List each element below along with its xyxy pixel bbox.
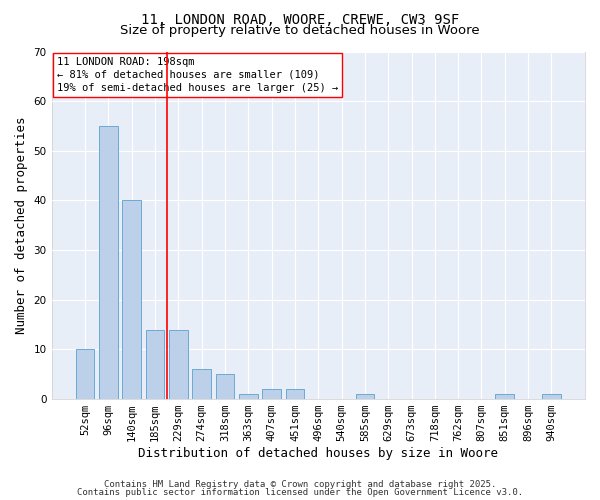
- Bar: [496, 394, 514, 399]
- Bar: [542, 394, 561, 399]
- Bar: [215, 374, 235, 399]
- Bar: [286, 389, 304, 399]
- Bar: [193, 370, 211, 399]
- Bar: [146, 330, 164, 399]
- Bar: [262, 389, 281, 399]
- Bar: [76, 350, 94, 399]
- Text: Contains HM Land Registry data © Crown copyright and database right 2025.: Contains HM Land Registry data © Crown c…: [104, 480, 496, 489]
- Text: 11, LONDON ROAD, WOORE, CREWE, CW3 9SF: 11, LONDON ROAD, WOORE, CREWE, CW3 9SF: [141, 12, 459, 26]
- Bar: [169, 330, 188, 399]
- Bar: [122, 200, 141, 399]
- Text: Contains public sector information licensed under the Open Government Licence v3: Contains public sector information licen…: [77, 488, 523, 497]
- Text: Size of property relative to detached houses in Woore: Size of property relative to detached ho…: [120, 24, 480, 37]
- X-axis label: Distribution of detached houses by size in Woore: Distribution of detached houses by size …: [138, 447, 498, 460]
- Text: 11 LONDON ROAD: 198sqm
← 81% of detached houses are smaller (109)
19% of semi-de: 11 LONDON ROAD: 198sqm ← 81% of detached…: [57, 56, 338, 93]
- Y-axis label: Number of detached properties: Number of detached properties: [15, 116, 28, 334]
- Bar: [356, 394, 374, 399]
- Bar: [99, 126, 118, 399]
- Bar: [239, 394, 257, 399]
